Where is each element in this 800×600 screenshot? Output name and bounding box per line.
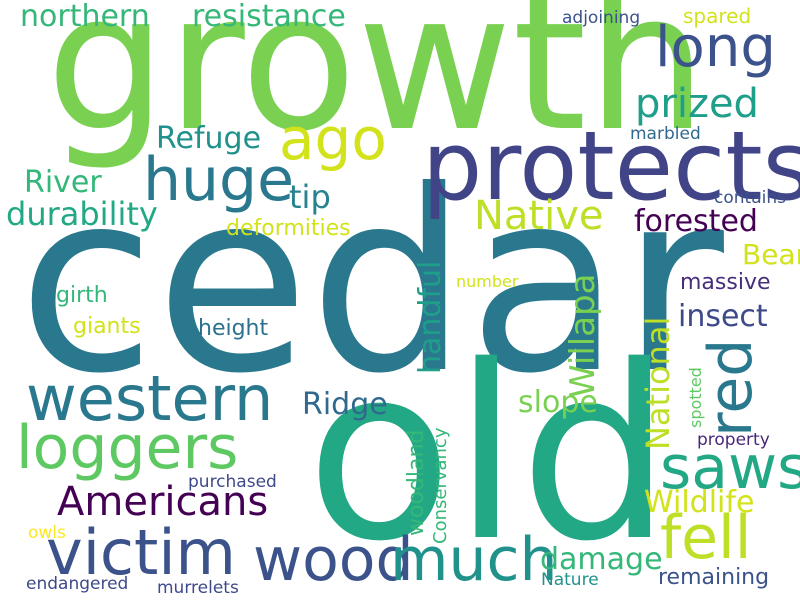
word-damage: damage xyxy=(540,542,663,577)
word-height: height xyxy=(198,316,269,341)
word-giants: giants xyxy=(73,314,141,339)
word-purchased: purchased xyxy=(188,472,277,492)
word-loggers: loggers xyxy=(16,413,239,483)
word-much: much xyxy=(390,525,558,595)
word-Bear: Bear xyxy=(742,238,800,271)
word-number: number xyxy=(456,272,519,291)
word-prized: prized xyxy=(635,81,759,127)
word-Wildlife: Wildlife xyxy=(644,485,755,520)
word-National: National xyxy=(639,316,677,450)
word-insect: insect xyxy=(678,299,768,334)
word-Conservancy: Conservancy xyxy=(430,427,451,544)
word-Americans: Americans xyxy=(57,479,269,525)
word-saws: saws xyxy=(660,433,800,503)
word-massive: massive xyxy=(680,270,771,295)
word-handful: handful xyxy=(413,260,448,374)
word-wood: wood xyxy=(253,525,414,595)
word-spared: spared xyxy=(683,4,752,28)
word-tip: tip xyxy=(289,178,331,216)
word-deformities: deformities xyxy=(226,216,351,241)
word-adjoining: adjoining xyxy=(562,8,641,28)
word-growth: growth xyxy=(46,0,708,173)
word-Nature: Nature xyxy=(541,570,599,590)
word-huge: huge xyxy=(143,145,295,215)
word-woodland: woodland xyxy=(404,429,429,536)
word-western: western xyxy=(26,362,274,435)
word-northern: northern xyxy=(20,0,150,34)
word-Willapa: Willapa xyxy=(563,273,603,398)
word-murrelets: murrelets xyxy=(157,578,239,598)
word-property: property xyxy=(697,430,770,450)
word-contains: contains xyxy=(714,188,786,208)
word-durability: durability xyxy=(6,195,158,233)
word-fell: fell xyxy=(660,503,752,573)
word-long: long xyxy=(655,15,776,80)
word-protects: protects xyxy=(422,112,800,222)
word-forested: forested xyxy=(634,204,758,239)
word-remaining: remaining xyxy=(658,565,770,590)
word-cedar: cedar xyxy=(18,137,724,428)
word-spotted: spotted xyxy=(686,367,705,428)
word-endangered: endangered xyxy=(26,574,129,594)
word-marbled: marbled xyxy=(630,124,701,144)
word-Native: Native xyxy=(474,193,604,239)
word-River: River xyxy=(24,165,102,200)
word-owls: owls xyxy=(28,523,66,543)
word-resistance: resistance xyxy=(192,0,346,34)
word-victim: victim xyxy=(46,516,236,589)
word-ago: ago xyxy=(279,105,387,173)
word-girth: girth xyxy=(56,283,108,308)
word-Ridge: Ridge xyxy=(302,387,388,422)
word-red: red xyxy=(696,338,766,437)
word-Refuge: Refuge xyxy=(156,121,262,156)
word-slope: slope xyxy=(518,385,598,420)
word-old: old xyxy=(306,314,672,594)
